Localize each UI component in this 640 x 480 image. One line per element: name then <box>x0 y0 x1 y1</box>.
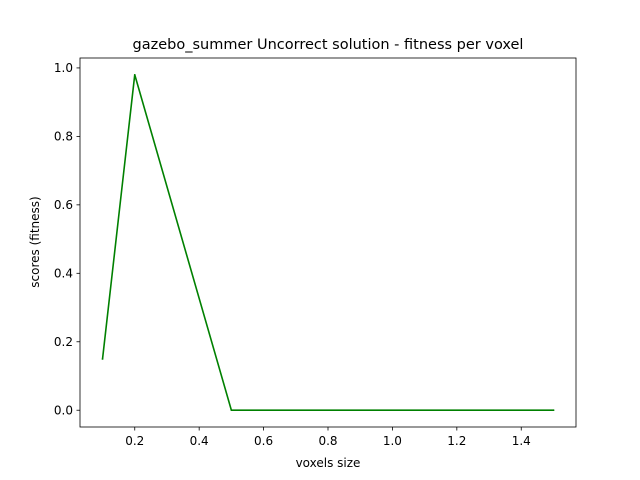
y-axis-ticks: 0.0 0.2 0.4 0.6 0.8 1.0 <box>54 61 80 418</box>
data-point <box>552 409 555 412</box>
y-tick-label: 0.6 <box>54 198 73 212</box>
series-layer <box>101 73 555 412</box>
y-tick-label: 0.8 <box>54 130 73 144</box>
x-tick-label: 0.8 <box>318 434 337 448</box>
y-axis-label: scores (fitness) <box>28 196 42 287</box>
x-tick-label: 1.0 <box>383 434 402 448</box>
x-axis-label: voxels size <box>296 456 361 470</box>
x-tick-label: 0.4 <box>190 434 209 448</box>
x-tick-label: 1.2 <box>447 434 466 448</box>
y-tick-label: 1.0 <box>54 61 73 75</box>
plot-area <box>80 58 576 427</box>
data-point <box>230 409 233 412</box>
x-tick-label: 1.4 <box>512 434 531 448</box>
y-tick-label: 0.2 <box>54 335 73 349</box>
y-tick-label: 0.0 <box>54 404 73 418</box>
x-tick-label: 0.2 <box>125 434 144 448</box>
chart-title: gazebo_summer Uncorrect solution - fitne… <box>133 37 524 53</box>
x-tick-label: 0.6 <box>254 434 273 448</box>
x-axis-ticks: 0.2 0.4 0.6 0.8 1.0 1.2 1.4 <box>125 427 531 448</box>
data-point <box>101 358 104 360</box>
data-point <box>133 73 136 76</box>
series-line <box>101 73 555 412</box>
y-tick-label: 0.4 <box>54 267 73 281</box>
